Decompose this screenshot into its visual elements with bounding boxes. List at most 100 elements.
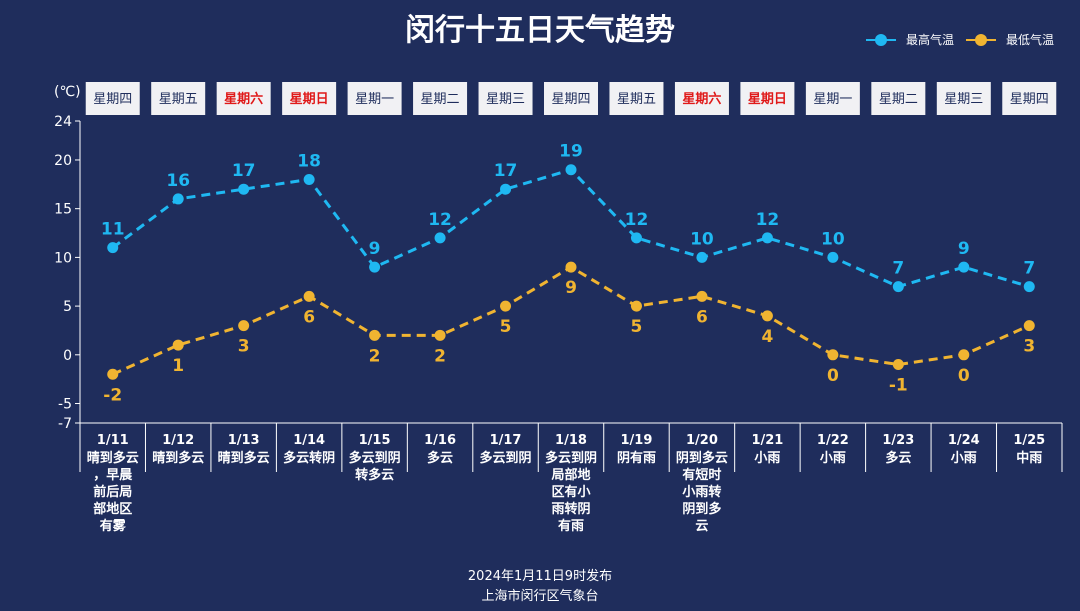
weekday-label: 星期六 [682,91,721,107]
high-temp-point[interactable] [500,183,512,195]
low-temp-point[interactable] [630,300,642,312]
high-temp-point[interactable] [369,261,381,273]
weekday-box [805,82,860,115]
weekday-box [347,82,402,115]
weekday-label: 星期五 [159,92,198,107]
weekday-cell: 星期三 [936,82,991,115]
weather-description: 多云 [427,450,453,466]
low-temp-point[interactable] [500,300,512,312]
high-temp-point[interactable] [565,164,577,176]
weather-description: 小雨 [951,451,977,466]
y-tick-label: 10 [54,250,72,266]
weather-description: 小雨 [754,451,780,466]
weekday-label: 星期日 [748,92,787,107]
low-temp-label: 9 [565,278,577,298]
high-temp-point[interactable] [892,281,904,293]
date-label: 1/15 [359,433,391,448]
high-temp-point[interactable] [107,242,119,254]
weekday-label: 星期三 [486,92,525,107]
low-temp-point[interactable] [1023,320,1035,332]
weekday-label: 星期一 [813,92,852,107]
date-label: 1/17 [490,433,522,448]
weather-description: 晴到多云 [218,450,270,466]
low-temp-point[interactable] [172,339,184,351]
low-temp-label: 5 [500,317,512,337]
low-temp-point[interactable] [238,320,250,332]
high-temp-point[interactable] [696,251,708,263]
weather-description: ，早晨 [93,468,133,483]
high-temp-point[interactable] [761,232,773,244]
weekday-label: 星期一 [355,92,394,107]
weekday-box [216,82,271,115]
weather-description: 多云 [885,450,911,466]
high-temp-point[interactable] [238,183,250,195]
date-label: 1/19 [621,433,653,448]
low-temp-point[interactable] [303,290,315,302]
date-label: 1/13 [228,433,260,448]
weekday-label: 星期日 [290,92,329,107]
high-temp-label: 9 [958,239,970,259]
high-temp-point[interactable] [434,232,446,244]
weekday-label: 星期五 [617,92,656,107]
chart-title: 闵行十五日天气趋势 [405,13,675,48]
high-temp-label: 11 [101,220,125,240]
low-temp-point[interactable] [761,310,773,322]
legend[interactable]: 最高气温 最低气温 [866,32,1054,47]
high-temp-point[interactable] [303,173,315,185]
high-temp-label: 17 [494,161,518,181]
legend-low-marker [975,34,987,46]
weekday-box [740,82,795,115]
date-label: 1/12 [162,433,194,448]
low-temp-label: 5 [631,317,643,337]
date-label: 1/11 [97,433,129,448]
weekday-cell: 星期一 [805,82,860,115]
weekday-row: 星期四 星期五 星期六 星期日 星期一 星期二 星期三 星期四 星期五 星期六 星期日 星期一 星期二 星… [85,82,1057,115]
legend-item-low[interactable]: 最低气温 [966,32,1054,47]
low-temp-label: 2 [369,346,381,366]
legend-item-high[interactable]: 最高气温 [866,32,954,47]
low-temp-label: 2 [434,346,446,366]
low-temp-label: 0 [827,366,839,386]
weather-description: 小雨 [820,451,846,466]
legend-high-label: 最高气温 [906,32,954,47]
low-temp-point[interactable] [369,329,381,341]
low-temp-point[interactable] [892,359,904,371]
low-temp-point[interactable] [565,261,577,273]
date-label: 1/24 [948,433,980,448]
date-label: 1/18 [555,433,587,448]
high-temp-label: 9 [369,239,381,259]
publish-time: 2024年1月11日9时发布 [468,568,612,584]
y-axis: 24 20 15 10 5 0 -5 -7 [54,114,81,432]
low-temp-point[interactable] [434,329,446,341]
y-tick-label: -5 [58,397,72,413]
high-temp-point[interactable] [1023,281,1035,293]
weather-description: 区有小 [551,484,590,500]
low-temp-label: 4 [761,327,773,347]
high-temp-label: 10 [821,229,845,249]
low-temp-point[interactable] [107,368,119,380]
weekday-cell: 星期一 [347,82,402,115]
weather-description: 有雾 [100,518,127,534]
weather-description: 多云到阴 [349,450,401,466]
high-temp-point[interactable] [630,232,642,244]
y-tick-label: 15 [54,202,72,218]
high-temp-point[interactable] [827,251,839,263]
weekday-box [478,82,533,115]
low-temp-point[interactable] [696,290,708,302]
weekday-cell: 星期日 [282,82,337,115]
low-temp-point[interactable] [958,349,970,361]
high-temp-label: 10 [690,229,714,249]
low-temp-label: -2 [103,385,122,405]
high-temp-label: 17 [232,161,256,181]
weekday-label: 星期六 [224,91,263,107]
y-tick-label: 5 [63,299,72,315]
low-temp-label: 1 [172,356,184,376]
y-tick-label: 20 [54,153,72,169]
high-temp-point[interactable] [958,261,970,273]
weekday-cell: 星期三 [478,82,533,115]
date-label: 1/23 [882,433,914,448]
low-temp-point[interactable] [827,349,839,361]
high-temp-point[interactable] [172,193,184,205]
low-temp-label: 0 [958,366,970,386]
